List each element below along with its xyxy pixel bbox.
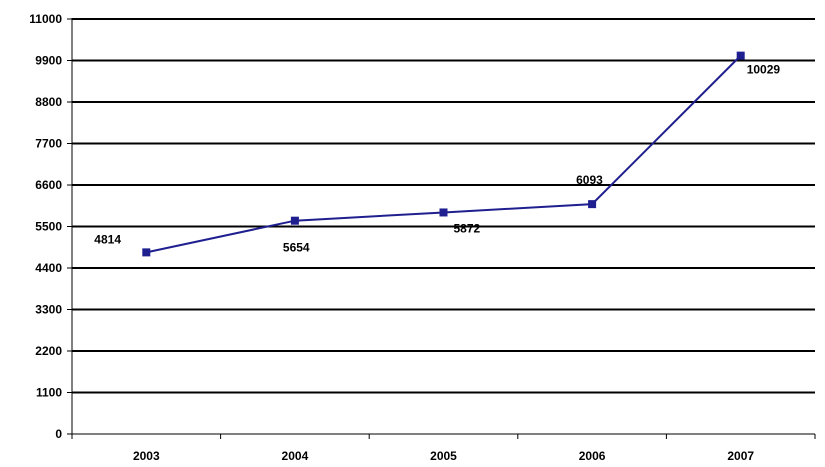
y-tick-label: 2200	[35, 344, 62, 358]
y-tick-label: 11000	[29, 12, 62, 26]
gridlines	[72, 18, 815, 394]
y-tick-label: 6600	[35, 178, 62, 192]
x-tick-label: 2003	[133, 449, 160, 463]
y-tick-label: 1100	[36, 386, 62, 400]
series-line	[146, 54, 742, 254]
x-tick-label: 2006	[579, 449, 606, 463]
y-axis-ticks: 0 1100 2200 3300 4400 5500 6600 7700 8800 9900 110…	[29, 12, 72, 441]
x-axis-ticks: 2003 2004 2005 2006 2007	[71, 434, 816, 463]
series-group	[142, 51, 745, 257]
data-point-marker	[142, 248, 151, 257]
x-tick-label: 2007	[727, 449, 754, 463]
y-tick-label: 9900	[35, 54, 62, 68]
y-tick-label: 4400	[35, 261, 62, 275]
data-point-marker	[588, 200, 597, 209]
y-tick-label: 3300	[35, 303, 62, 317]
data-point-marker	[290, 216, 299, 225]
x-tick-label: 2004	[282, 449, 309, 463]
data-label: 4814	[94, 232, 121, 246]
y-tick-label: 8800	[35, 95, 62, 109]
x-tick-label: 2005	[430, 449, 457, 463]
data-point-marker	[736, 51, 745, 60]
data-label: 6093	[576, 173, 603, 187]
data-label: 5872	[454, 221, 481, 235]
y-tick-label: 5500	[35, 220, 62, 234]
data-labels: 4814 5654 5872 6093 10029	[94, 63, 780, 255]
data-label: 5654	[283, 241, 310, 255]
data-point-marker	[439, 208, 448, 217]
y-tick-label: 0	[55, 427, 62, 441]
data-label: 10029	[747, 63, 781, 77]
y-tick-label: 7700	[35, 137, 62, 151]
